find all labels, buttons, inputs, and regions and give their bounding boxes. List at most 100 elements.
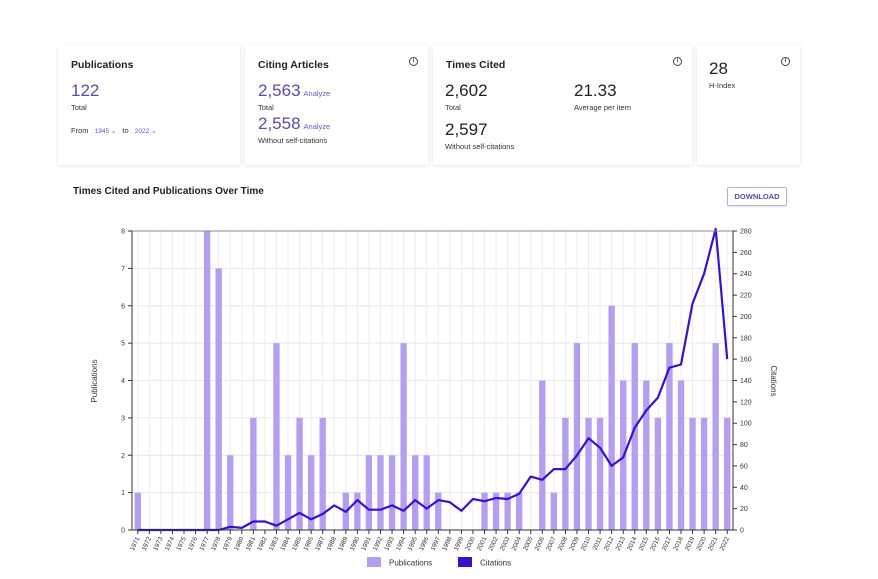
left-tick-label: 0 xyxy=(121,528,125,535)
from-year-select[interactable]: 1945 ⌄ xyxy=(95,128,117,135)
bar-publications-1993 xyxy=(388,455,396,530)
left-tick-label: 4 xyxy=(121,378,125,385)
citing-without-self-label: Without self-citations xyxy=(258,136,328,145)
times-cited-card: Times Cited i 2,602 Total 21.33 Average … xyxy=(433,45,692,165)
bar-publications-1984 xyxy=(284,455,292,530)
bar-publications-2008 xyxy=(562,417,569,530)
analyze-link[interactable]: Analyze xyxy=(303,122,331,131)
grid-lines xyxy=(132,230,733,531)
citations-line-group xyxy=(137,227,729,532)
right-tick-label: 200 xyxy=(740,314,752,321)
bar-publications-1978 xyxy=(215,268,222,530)
bar-publications-2019 xyxy=(689,417,696,530)
info-icon[interactable]: i xyxy=(409,57,418,66)
x-tick-label-2022: 2022 xyxy=(719,536,732,552)
info-icon[interactable]: i xyxy=(673,57,682,66)
bar-publications-2011 xyxy=(596,417,604,530)
citing-total-label: Total xyxy=(258,103,274,112)
bar-publications-2018 xyxy=(677,380,685,530)
bar-publications-1997 xyxy=(435,492,442,530)
h-index-card: i 28 H-Index xyxy=(697,45,800,165)
times-cited-total: 2,602 xyxy=(445,81,488,100)
bar-publications-1992 xyxy=(377,455,384,530)
y-axis-title-publications: Publications xyxy=(90,359,99,402)
bar-publications-2017 xyxy=(666,343,673,530)
y-axis-title-citations: Citations xyxy=(769,365,778,396)
bar-publications-2009 xyxy=(573,343,581,530)
from-year-value: 1945 xyxy=(94,128,110,135)
bar-publications-2003 xyxy=(504,492,511,530)
bar-publications-1995 xyxy=(411,455,419,530)
bar-publications-1987 xyxy=(319,417,326,530)
bar-publications-1996 xyxy=(423,455,430,530)
times-cited-title: Times Cited xyxy=(446,59,506,71)
from-label: From xyxy=(71,126,89,135)
legend-swatch-publications[interactable] xyxy=(367,557,381,567)
left-tick-label: 5 xyxy=(121,341,125,348)
right-tick-label: 120 xyxy=(740,399,752,406)
bar-publications-1990 xyxy=(354,492,361,530)
left-tick-label: 8 xyxy=(121,229,125,236)
bar-publications-2001 xyxy=(481,492,488,530)
right-tick-label: 140 xyxy=(740,378,752,385)
legend-label-citations[interactable]: Citations xyxy=(480,559,511,568)
to-year-select[interactable]: 2022 ⌄ xyxy=(135,128,157,135)
analyze-link[interactable]: Analyze xyxy=(303,89,331,98)
legend-label-publications[interactable]: Publications xyxy=(389,559,432,568)
right-tick-label: 240 xyxy=(740,271,752,278)
x-tick-label-2010: 2010 xyxy=(580,536,593,552)
right-tick-label: 40 xyxy=(740,485,748,492)
bar-publications-2012 xyxy=(608,305,615,530)
bar-publications-1991 xyxy=(365,455,373,530)
left-tick-label: 2 xyxy=(121,453,125,460)
times-cited-without-self-label: Without self-citations xyxy=(445,142,515,151)
chart-section-title: Times Cited and Publications Over Time xyxy=(73,186,264,197)
legend-swatch-citations[interactable] xyxy=(458,557,472,567)
right-tick-label: 80 xyxy=(740,442,748,449)
legend: Publications Citations xyxy=(367,557,511,568)
publications-total-label: Total xyxy=(71,103,87,112)
bar-publications-2002 xyxy=(492,492,500,530)
to-year-value: 2022 xyxy=(134,128,150,135)
right-tick-label: 60 xyxy=(740,463,748,470)
publications-title: Publications xyxy=(71,59,134,71)
right-tick-label: 160 xyxy=(740,357,752,364)
citing-without-self: 2,558 xyxy=(258,114,301,133)
bar-publications-2007 xyxy=(550,492,558,530)
times-cited-average-label: Average per item xyxy=(574,103,631,112)
bar-publications-2014 xyxy=(631,343,638,530)
bar-publications-1977 xyxy=(203,231,211,530)
to-label: to xyxy=(122,126,129,135)
bar-publications-2010 xyxy=(585,417,592,530)
bar-publications-1994 xyxy=(400,343,407,530)
bar-publications-2006 xyxy=(539,380,546,530)
bar-publications-1971 xyxy=(134,492,141,530)
bar-publications-1986 xyxy=(307,455,315,530)
chevron-down-icon: ⌄ xyxy=(110,128,117,135)
bar-publications-2004 xyxy=(516,492,523,530)
bar-publications-1983 xyxy=(273,343,280,530)
info-icon[interactable]: i xyxy=(781,57,790,66)
year-range: From 1945 ⌄ to 2022 ⌄ xyxy=(71,126,161,135)
citations-line xyxy=(137,227,729,532)
download-button[interactable]: DOWNLOAD xyxy=(727,187,787,206)
bar-publications-2016 xyxy=(654,417,662,530)
chevron-down-icon: ⌄ xyxy=(151,128,157,135)
bar-publications-2015 xyxy=(643,380,650,530)
right-tick-label: 220 xyxy=(740,293,752,300)
bar-publications-1981 xyxy=(250,417,257,530)
publications-total: 122 xyxy=(71,81,100,100)
right-tick-label: 100 xyxy=(740,421,752,428)
times-cited-total-label: Total xyxy=(445,103,461,112)
bar-publications-2020 xyxy=(700,417,708,530)
h-index-value: 28 xyxy=(709,59,728,78)
right-tick-label: 20 xyxy=(740,506,748,513)
publications-card: Publications 122 Total From 1945 ⌄ to 20… xyxy=(58,45,240,165)
citing-total: 2,563 xyxy=(258,81,301,100)
bar-publications-2021 xyxy=(712,343,719,530)
right-tick-label: 260 xyxy=(740,250,752,257)
right-tick-label: 280 xyxy=(740,229,752,236)
left-tick-label: 3 xyxy=(121,415,125,422)
bar-publications-1979 xyxy=(227,455,234,530)
